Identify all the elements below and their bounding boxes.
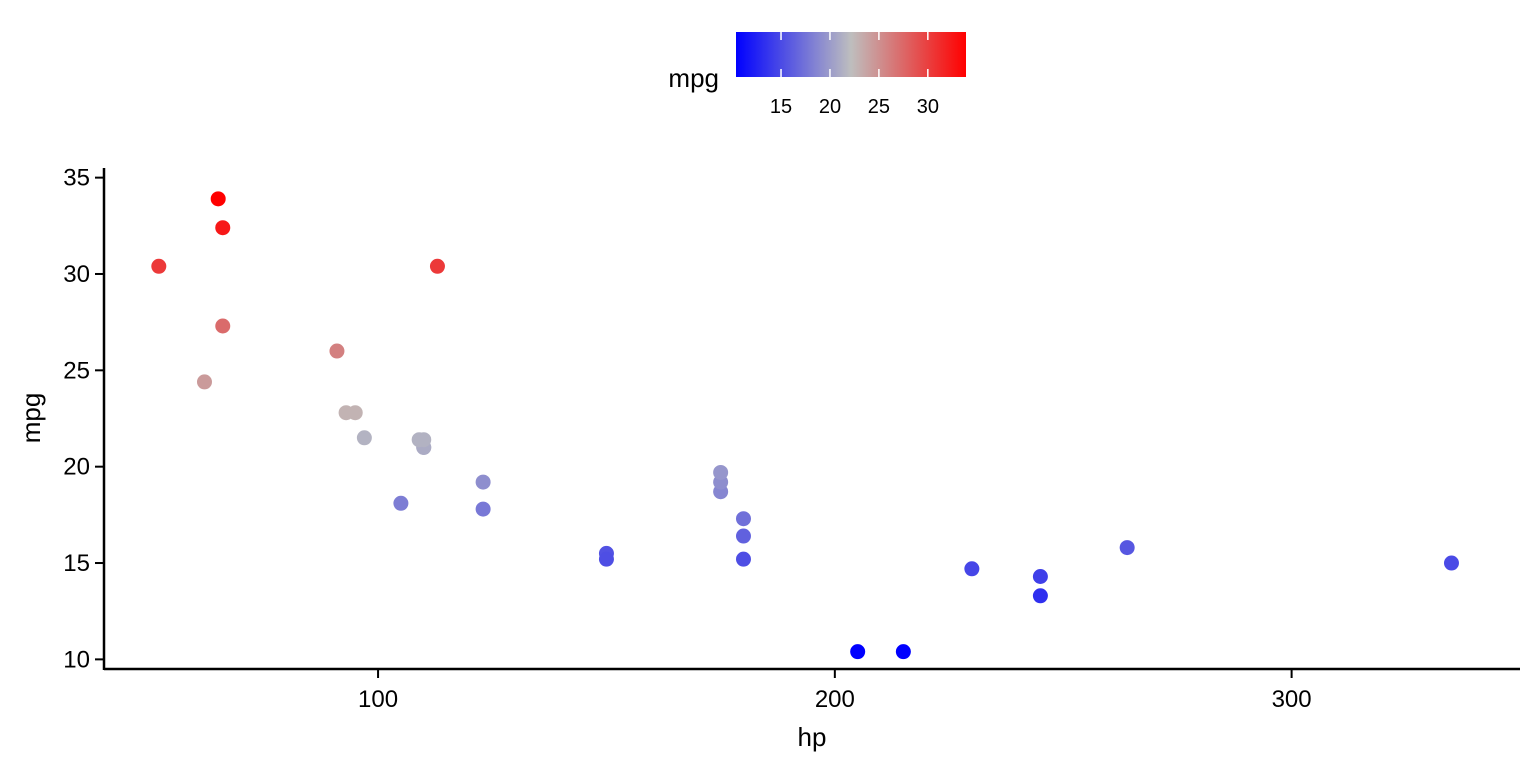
data-point — [598, 551, 614, 567]
x-ticks: 100 200 300 — [358, 669, 1312, 713]
y-axis-title: mpg — [16, 393, 46, 444]
data-point — [329, 343, 345, 359]
data-point — [475, 474, 491, 490]
y-tick-label: 25 — [63, 357, 90, 384]
data-point — [964, 561, 980, 577]
y-tick-label: 15 — [63, 550, 90, 577]
data-point — [1032, 569, 1048, 585]
legend: mpg 15 20 25 30 — [668, 32, 966, 118]
data-point — [151, 258, 167, 274]
data-point — [895, 644, 911, 660]
y-tick-label: 35 — [63, 165, 90, 192]
data-point — [850, 644, 866, 660]
data-point — [713, 464, 729, 480]
data-point — [429, 258, 445, 274]
x-tick-label: 300 — [1272, 686, 1312, 713]
y-tick-label: 30 — [63, 261, 90, 288]
colorbar — [736, 32, 966, 77]
data-point — [735, 551, 751, 567]
legend-title: mpg — [668, 63, 719, 93]
data-point — [196, 374, 212, 390]
axes: 100 200 300 10 15 20 25 30 35 hp mpg — [16, 165, 1520, 752]
x-tick-label: 100 — [358, 686, 398, 713]
data-point — [215, 220, 231, 236]
data-point — [356, 430, 372, 446]
data-point — [735, 528, 751, 544]
data-point — [393, 495, 409, 511]
y-tick-label: 20 — [63, 454, 90, 481]
x-axis-title: hp — [798, 722, 827, 752]
data-point — [347, 405, 363, 421]
colorbar-ticks: 15 20 25 30 — [770, 32, 939, 118]
colorbar-tick-label: 15 — [770, 96, 792, 118]
data-point — [475, 501, 491, 517]
colorbar-tick-label: 20 — [819, 96, 841, 118]
data-point — [1443, 555, 1459, 571]
data-point — [210, 191, 226, 207]
colorbar-tick-label: 30 — [917, 96, 939, 118]
y-ticks: 10 15 20 25 30 35 — [63, 165, 104, 673]
colorbar-tick-label: 25 — [868, 96, 890, 118]
data-point — [1119, 540, 1135, 556]
data-points — [151, 191, 1459, 660]
data-point — [411, 432, 427, 448]
data-point — [1032, 588, 1048, 604]
data-point — [215, 318, 231, 334]
y-tick-label: 10 — [63, 646, 90, 673]
x-tick-label: 200 — [815, 686, 855, 713]
data-point — [735, 511, 751, 527]
